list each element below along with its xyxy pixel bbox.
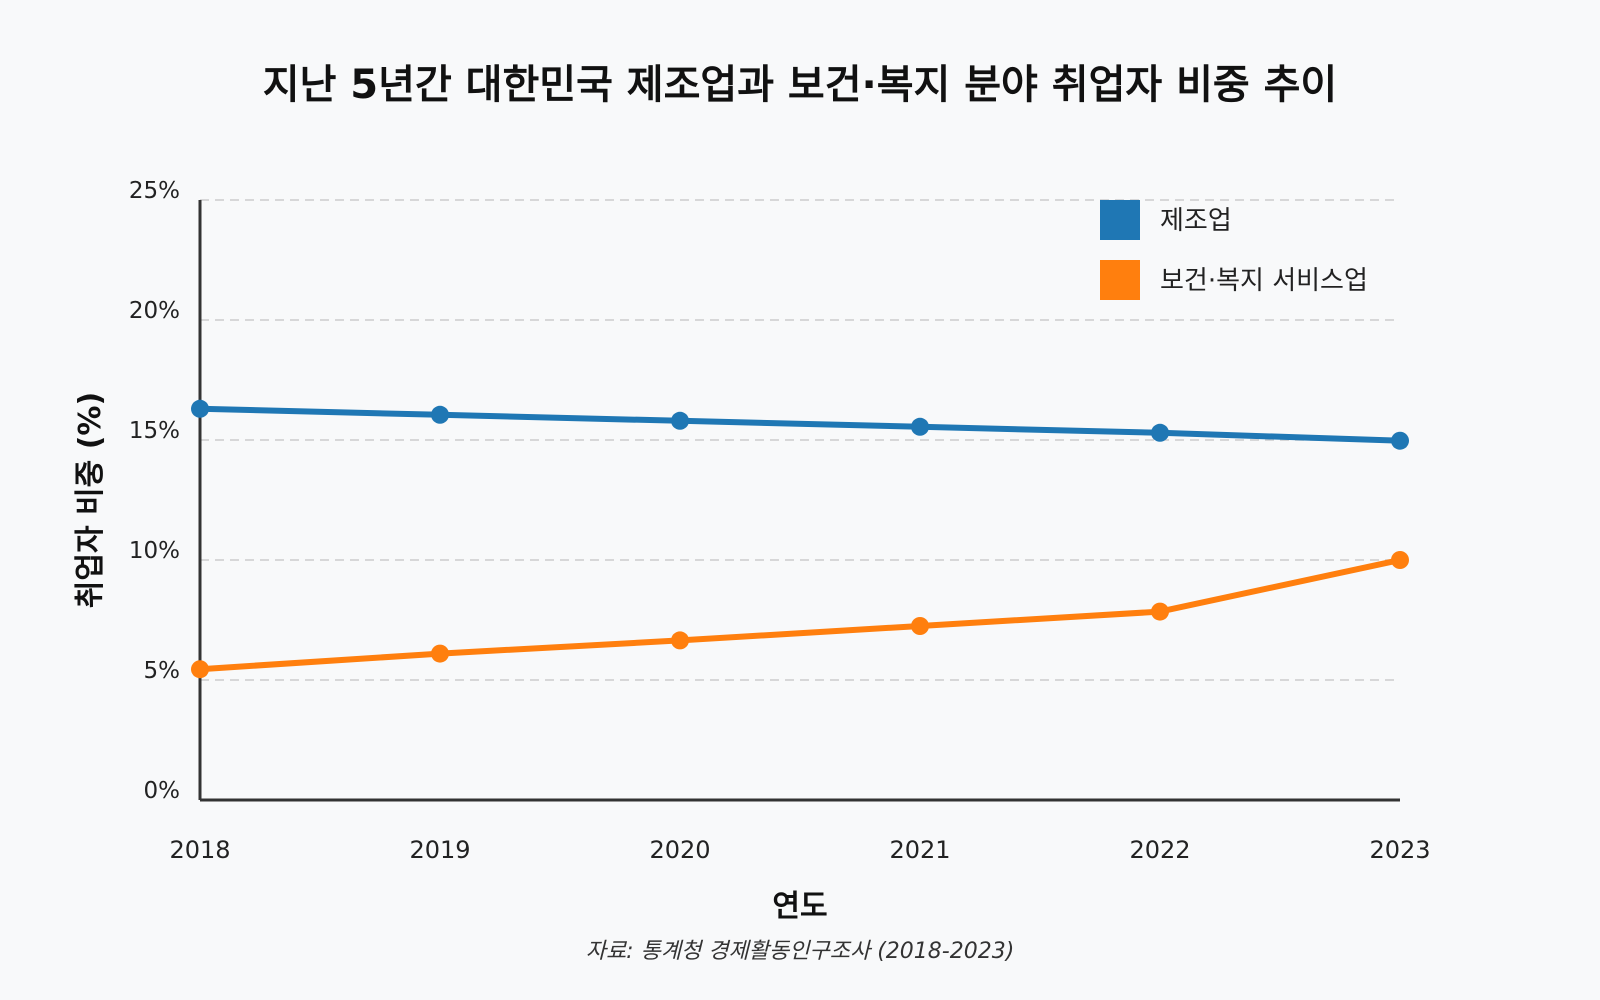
data-point <box>1391 431 1409 450</box>
legend-swatch-manufacturing <box>1100 200 1140 240</box>
data-point <box>911 417 929 436</box>
data-point <box>431 644 449 663</box>
data-point <box>1151 602 1169 621</box>
source-note: 자료: 통계청 경제활동인구조사 (2018-2023) <box>586 939 1015 964</box>
series-line <box>197 405 1403 444</box>
x-tick-label: 2018 <box>169 836 230 864</box>
y-tick-label: 15% <box>129 418 180 444</box>
legend-label-manufacturing: 제조업 <box>1160 206 1232 236</box>
x-tick-label: 2022 <box>1129 836 1190 864</box>
x-axis-label: 연도 <box>772 889 827 924</box>
y-tick-label: 0% <box>144 778 181 804</box>
legend-swatch-health-welfare <box>1100 260 1140 300</box>
y-tick-label: 10% <box>129 538 180 564</box>
gridlines <box>200 199 1400 681</box>
x-axis-ticks: 2018 2019 2020 2021 2022 2023 <box>169 836 1430 864</box>
series-1 <box>191 551 1409 679</box>
data-point <box>191 660 209 679</box>
data-point <box>911 617 929 635</box>
x-tick-label: 2023 <box>1369 836 1430 864</box>
data-point <box>431 405 449 424</box>
x-tick-label: 2020 <box>649 836 710 864</box>
data-point <box>671 631 689 650</box>
legend-label-health-welfare: 보건·복지 서비스업 <box>1160 266 1368 296</box>
data-point <box>191 399 209 418</box>
x-tick-label: 2021 <box>889 836 950 864</box>
y-tick-label: 5% <box>144 658 181 684</box>
series-0 <box>191 399 1409 450</box>
y-tick-label: 25% <box>129 178 180 204</box>
chart-title: 지난 5년간 대한민국 제조업과 보건·복지 분야 취업자 비중 추이 <box>263 62 1337 108</box>
y-axis-ticks: 0% 5% 10% 15% 20% 25% <box>129 178 180 804</box>
y-axis-label: 취업자 비중 (%) <box>73 392 108 608</box>
y-tick-label: 20% <box>129 298 180 324</box>
series-lines <box>191 399 1409 679</box>
series-line <box>197 557 1403 673</box>
x-tick-label: 2019 <box>409 836 470 864</box>
legend: 제조업 보건·복지 서비스업 <box>1100 200 1368 300</box>
data-point <box>1151 423 1169 442</box>
data-point <box>671 411 689 430</box>
data-point <box>1391 551 1409 569</box>
